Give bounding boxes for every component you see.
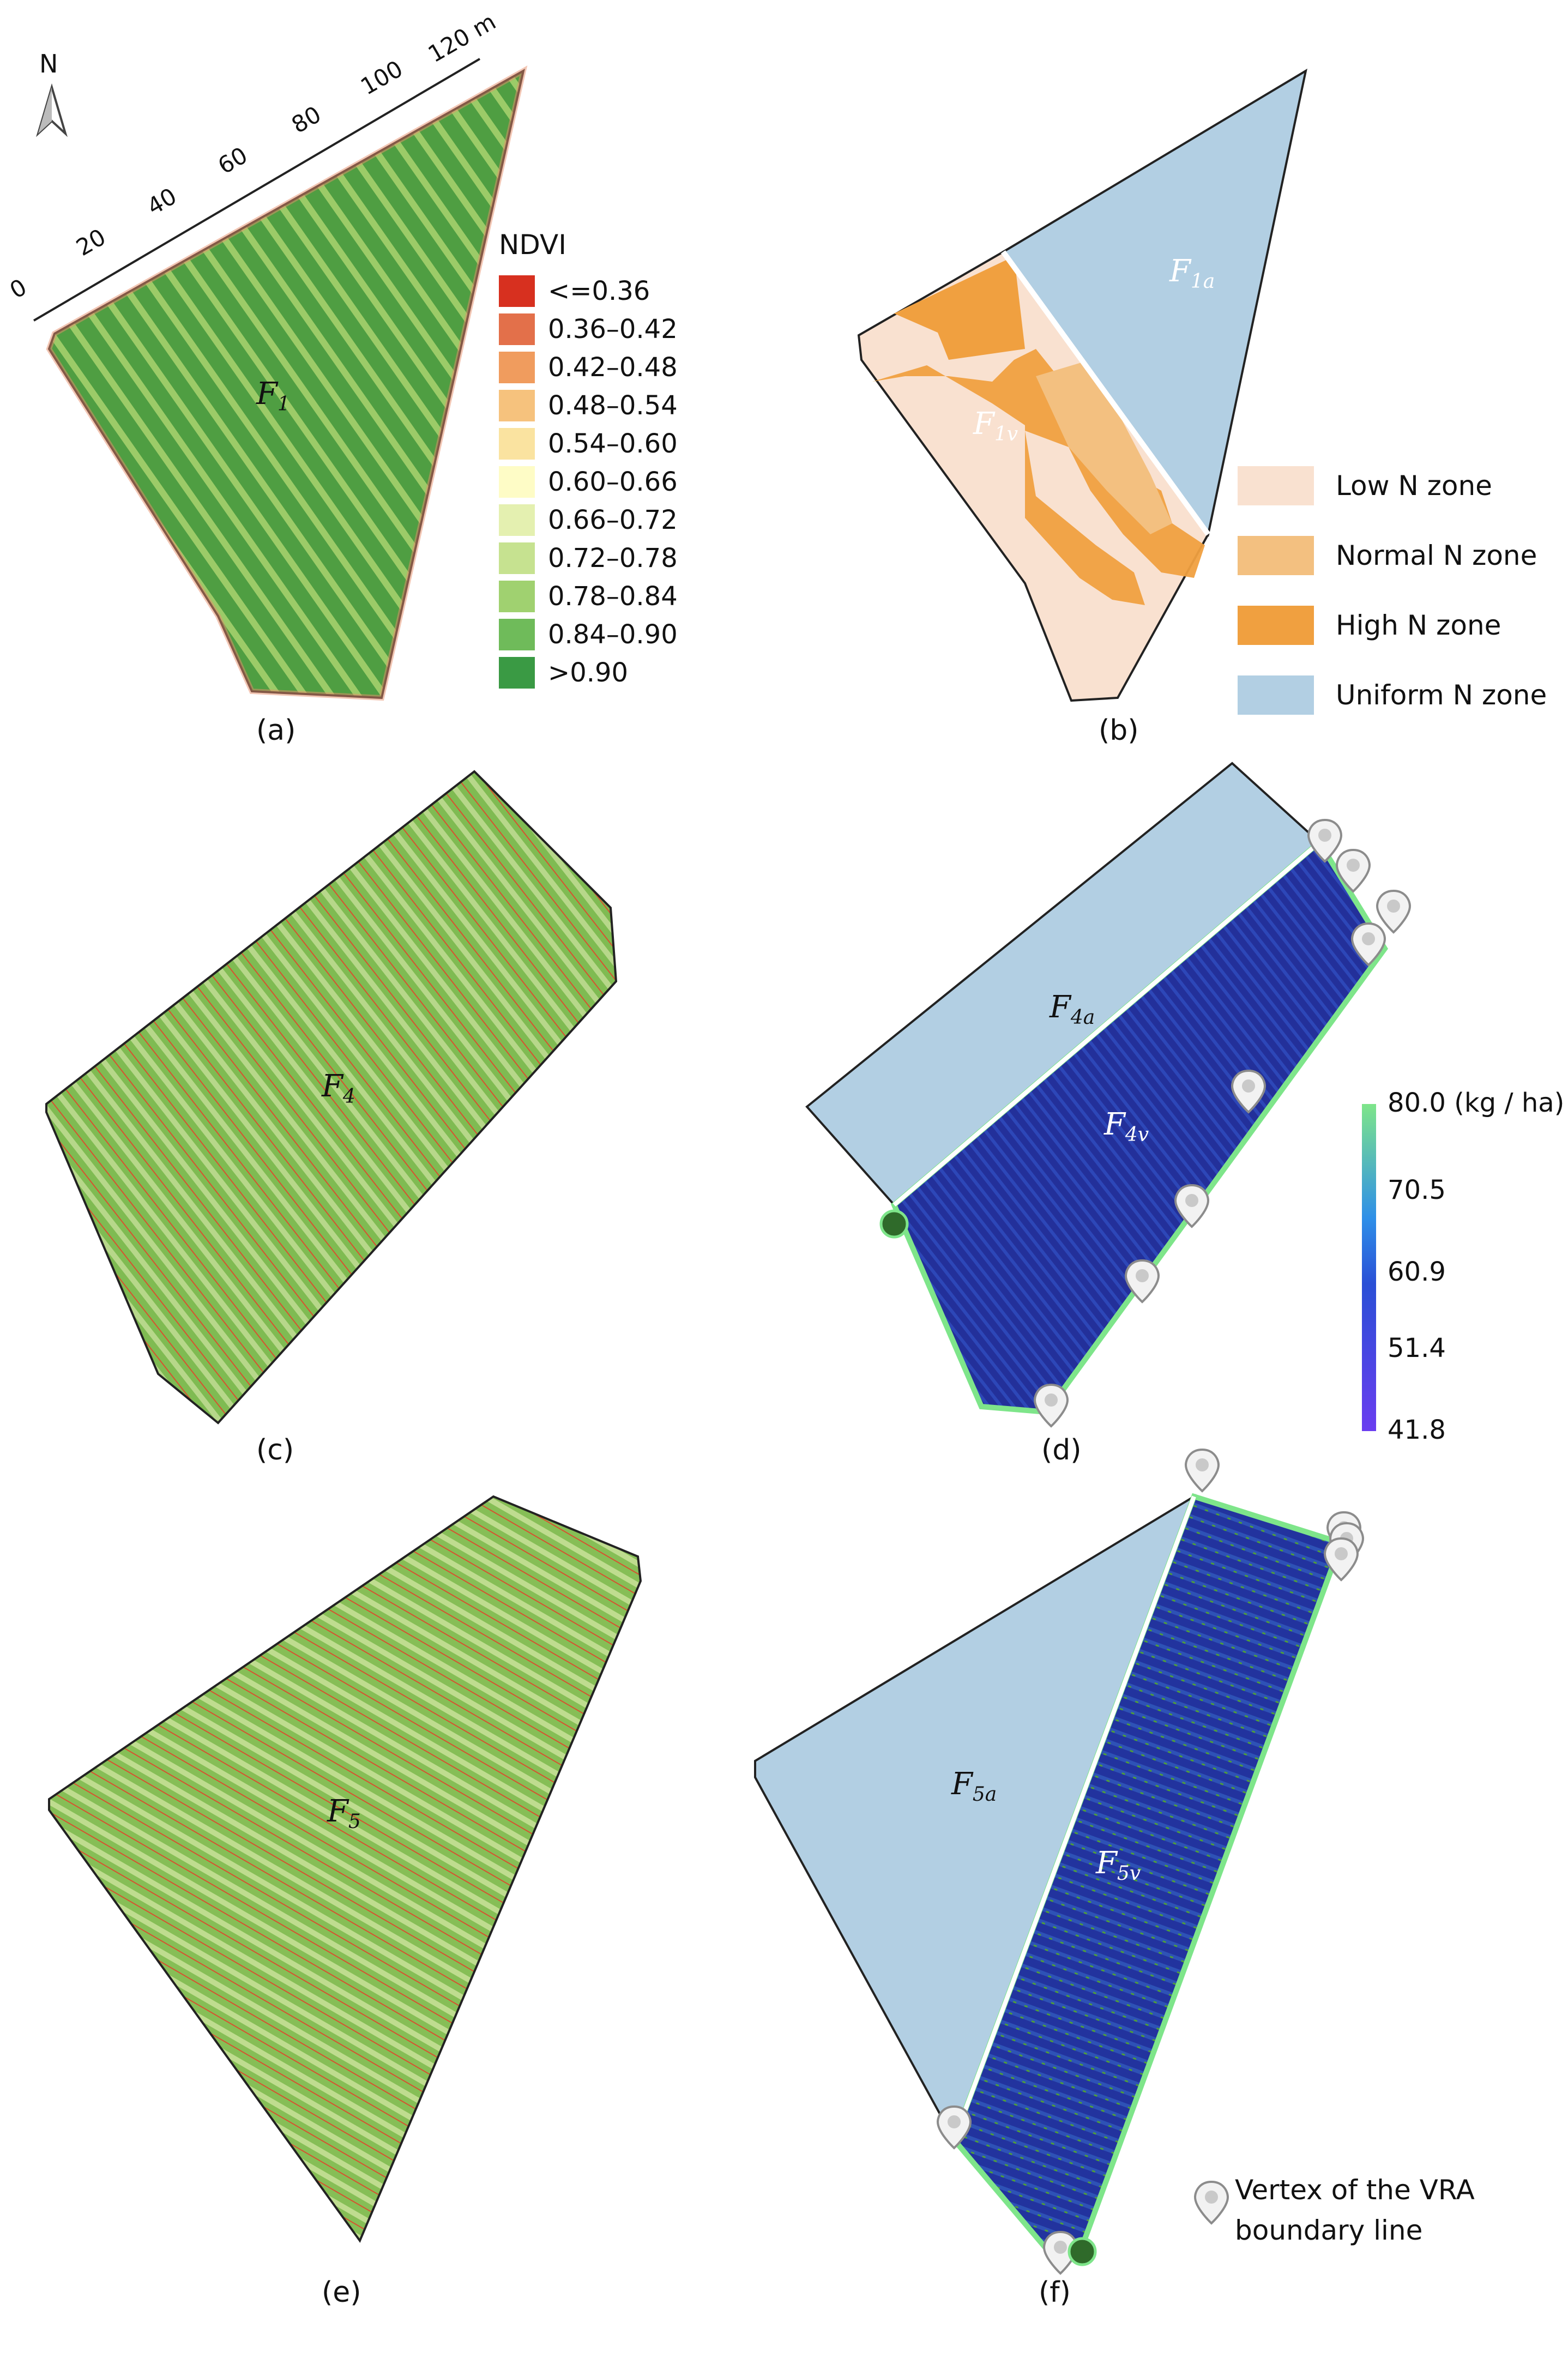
ndvi-legend-item: <=0.36 <box>499 275 650 307</box>
ndvi-legend-item: 0.36–0.42 <box>499 313 678 345</box>
ndvi-legend-swatch <box>499 352 535 383</box>
colorbar <box>1362 1104 1376 1431</box>
colorbar-tick: 51.4 <box>1388 1333 1446 1363</box>
zone-legend-item: Normal N zone <box>1238 536 1537 575</box>
colorbar-tick: 41.8 <box>1388 1415 1446 1445</box>
ndvi-legend-label: 0.48–0.54 <box>548 390 678 421</box>
zone-legend-label: Uniform N zone <box>1336 679 1547 711</box>
vertex-markers-f <box>937 1449 1364 2274</box>
ndvi-legend-label: 0.60–0.66 <box>548 467 678 497</box>
ndvi-legend-label: 0.72–0.78 <box>548 543 678 574</box>
label-f1a: F1a <box>1169 254 1215 293</box>
label-f5v: F5v <box>1096 1845 1141 1885</box>
caption-a: (a) <box>256 714 296 747</box>
caption-b: (b) <box>1099 714 1139 747</box>
ndvi-legend-swatch <box>499 542 535 574</box>
zone-legend-label: Normal N zone <box>1336 540 1537 571</box>
ndvi-legend-label: 0.66–0.72 <box>548 505 678 535</box>
ndvi-legend-item: 0.48–0.54 <box>499 390 678 421</box>
ndvi-legend-label: 0.42–0.48 <box>548 352 678 383</box>
ndvi-legend-swatch <box>499 428 535 460</box>
label-f5a: F5a <box>951 1766 997 1806</box>
ndvi-legend-item: 0.54–0.60 <box>499 428 678 460</box>
marker-legend-text: Vertex of the VRA boundary line <box>1235 2174 1475 2246</box>
scale-bar <box>33 58 481 322</box>
zone-legend-item: Uniform N zone <box>1238 675 1547 715</box>
caption-f: (f) <box>1039 2276 1071 2309</box>
ndvi-legend-label: 0.54–0.60 <box>548 429 678 459</box>
colorbar-tick: 70.5 <box>1388 1175 1446 1205</box>
ndvi-legend-item: 0.66–0.72 <box>499 504 678 536</box>
zone-legend-swatch <box>1238 536 1314 575</box>
zone-legend-swatch <box>1238 675 1314 715</box>
caption-d: (d) <box>1041 1434 1082 1467</box>
caption-e: (e) <box>322 2276 361 2309</box>
panel-f-vra <box>754 1493 1345 2249</box>
label-f4a: F4a <box>1050 990 1095 1029</box>
ndvi-legend-title: NDVI <box>499 229 566 261</box>
field-label-f5: F5 <box>327 1794 361 1833</box>
panel-b-zones <box>857 68 1307 702</box>
panel-a-field <box>46 65 528 701</box>
marker-legend-icon <box>1194 2181 1229 2224</box>
ndvi-legend-item: 0.72–0.78 <box>499 542 678 574</box>
ndvi-legend-swatch <box>499 275 535 307</box>
zone-legend-item: High N zone <box>1238 606 1501 645</box>
ndvi-legend-label: 0.84–0.90 <box>548 619 678 650</box>
north-label: N <box>39 49 58 79</box>
ndvi-legend-swatch <box>499 466 535 498</box>
zone-legend-swatch <box>1238 606 1314 645</box>
colorbar-tick: 80.0 (kg / ha) <box>1388 1088 1565 1118</box>
panel-c-field <box>45 770 618 1425</box>
panel-d-vra <box>805 762 1389 1415</box>
zone-legend-label: Low N zone <box>1336 470 1492 502</box>
caption-c: (c) <box>256 1434 294 1467</box>
label-f1v: F1v <box>973 406 1018 446</box>
ndvi-legend-swatch <box>499 619 535 650</box>
ndvi-legend-label: 0.36–0.42 <box>548 314 678 345</box>
ndvi-legend-label: <=0.36 <box>548 276 650 306</box>
zone-legend-item: Low N zone <box>1238 466 1492 505</box>
ndvi-legend-swatch <box>499 657 535 689</box>
ndvi-legend-item: 0.84–0.90 <box>499 619 678 650</box>
zone-legend-label: High N zone <box>1336 610 1501 641</box>
vertex-markers-d <box>879 819 1411 1427</box>
ndvi-legend-label: >0.90 <box>548 657 629 688</box>
field-label-f4: F4 <box>322 1069 355 1108</box>
ndvi-legend-swatch <box>499 390 535 421</box>
zone-legend-swatch <box>1238 466 1314 505</box>
ndvi-legend-label: 0.78–0.84 <box>548 581 678 612</box>
ndvi-legend-item: >0.90 <box>499 657 628 689</box>
ndvi-legend-swatch <box>499 504 535 536</box>
ndvi-legend-swatch <box>499 313 535 345</box>
north-arrow-icon <box>36 83 68 137</box>
ndvi-legend-swatch <box>499 581 535 612</box>
field-label-f1: F1 <box>256 376 290 416</box>
colorbar-tick: 60.9 <box>1388 1257 1446 1287</box>
ndvi-legend-item: 0.42–0.48 <box>499 352 678 383</box>
ndvi-legend-item: 0.60–0.66 <box>499 466 678 498</box>
label-f4v: F4v <box>1104 1107 1149 1147</box>
ndvi-legend-item: 0.78–0.84 <box>499 581 678 612</box>
panel-e-field <box>48 1495 642 2243</box>
